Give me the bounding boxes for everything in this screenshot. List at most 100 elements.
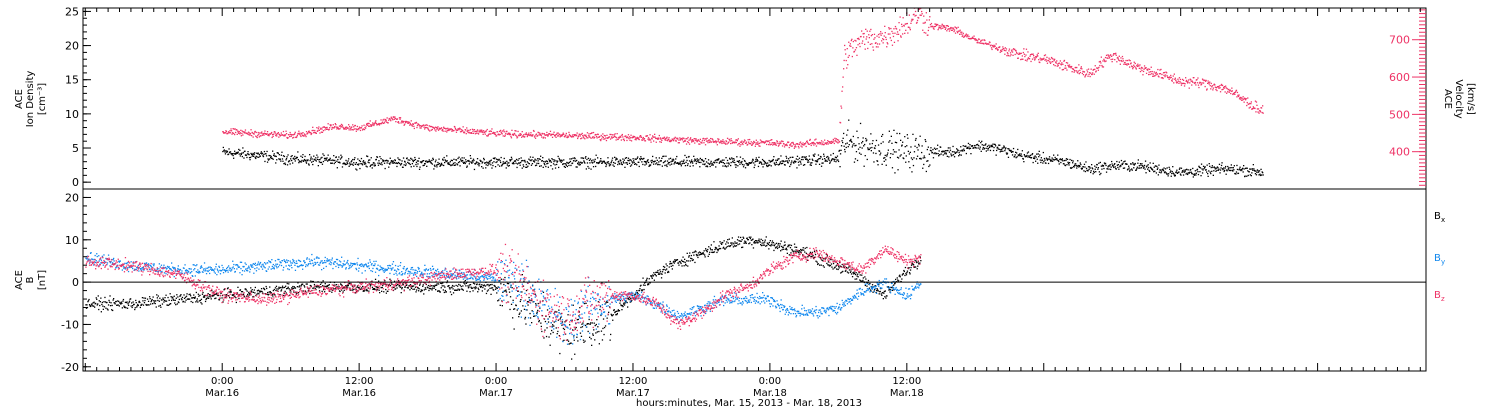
density-point (418, 168, 421, 170)
density-point (1184, 170, 1186, 172)
density-point (314, 159, 316, 161)
velocity-point (966, 36, 968, 38)
density-point (1079, 162, 1081, 164)
velocity-point (307, 132, 309, 134)
density-point (539, 158, 541, 161)
density-point (951, 151, 954, 153)
velocity-point (651, 138, 653, 140)
density-point (927, 146, 929, 148)
density-point (519, 164, 521, 166)
density-point (699, 157, 701, 160)
density-point (223, 149, 225, 151)
velocity-point (837, 142, 839, 144)
velocity-point (1134, 62, 1136, 65)
velocity-point (557, 135, 559, 137)
density-point (304, 155, 306, 158)
velocity-point (730, 138, 732, 140)
velocity-point (967, 34, 969, 36)
velocity-point (942, 24, 944, 27)
density-point (339, 162, 341, 164)
velocity-point (263, 134, 265, 136)
density-point (762, 166, 764, 168)
bx-point (365, 289, 367, 292)
velocity-point (1050, 56, 1053, 59)
bx-point (428, 289, 430, 292)
density-point (579, 164, 581, 166)
density-point (360, 163, 362, 165)
velocity-point (318, 129, 320, 131)
bx-point (108, 301, 111, 303)
density-point (986, 147, 988, 149)
bx-point (254, 286, 256, 289)
velocity-point (824, 139, 826, 141)
velocity-point (690, 139, 692, 141)
velocity-point (554, 134, 557, 136)
velocity-point (782, 140, 784, 143)
velocity-point (883, 35, 885, 37)
velocity-point (425, 127, 427, 129)
density-point (682, 160, 685, 163)
density-point (273, 154, 275, 157)
velocity-point (963, 36, 965, 38)
velocity-point (261, 131, 263, 133)
density-point (877, 144, 880, 146)
density-point (252, 154, 254, 156)
velocity-point (332, 127, 334, 129)
density-point (253, 153, 255, 156)
density-point (1136, 166, 1138, 168)
velocity-point (1224, 86, 1226, 88)
density-point (1253, 168, 1255, 170)
density-point (1141, 163, 1143, 165)
density-point (1124, 160, 1126, 162)
density-point (386, 162, 388, 164)
density-point (495, 158, 498, 160)
velocity-point (1125, 59, 1127, 62)
velocity-point (592, 136, 594, 138)
density-point (329, 159, 331, 161)
density-point (907, 137, 909, 139)
density-point (549, 159, 552, 162)
bx-point (324, 283, 326, 285)
density-point (280, 154, 282, 156)
velocity-point (893, 28, 895, 30)
velocity-point (946, 25, 948, 27)
density-point (1247, 170, 1249, 172)
density-point (712, 164, 714, 166)
density-point (869, 147, 871, 149)
velocity-point (703, 142, 705, 144)
density-point (287, 154, 289, 156)
bx-point (204, 300, 207, 303)
density-point (1158, 171, 1161, 173)
velocity-point (695, 139, 697, 142)
velocity-point (575, 134, 577, 136)
bx-point (124, 306, 126, 308)
density-point (1201, 168, 1203, 170)
density-point (758, 156, 760, 158)
velocity-point (429, 130, 431, 132)
velocity-point (1169, 76, 1171, 78)
density-point (967, 142, 970, 145)
velocity-point (844, 44, 846, 47)
velocity-point (980, 40, 982, 42)
density-point (323, 157, 326, 160)
bx-point (306, 283, 308, 285)
density-point (661, 165, 663, 167)
bx-point (110, 302, 112, 304)
density-point (901, 144, 903, 146)
density-point (441, 164, 443, 166)
velocity-point (615, 139, 617, 141)
density-point (353, 158, 355, 161)
velocity-point (754, 145, 756, 147)
density-point (352, 164, 354, 166)
velocity-point (298, 130, 300, 132)
bx-point (228, 291, 230, 293)
density-point (366, 166, 368, 168)
velocity-point (515, 130, 517, 132)
density-point (529, 156, 532, 158)
velocity-point (1192, 81, 1194, 83)
velocity-point (1134, 65, 1136, 68)
density-point (1033, 157, 1035, 159)
velocity-point (976, 39, 978, 41)
bx-point (312, 280, 314, 283)
velocity-point (513, 133, 515, 135)
